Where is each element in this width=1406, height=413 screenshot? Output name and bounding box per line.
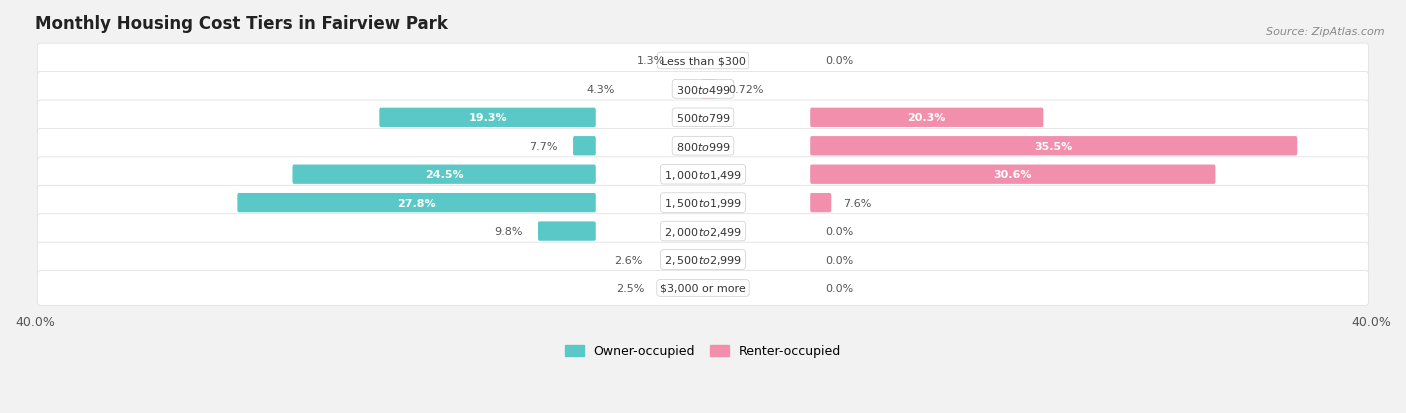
FancyBboxPatch shape	[38, 101, 1368, 135]
FancyBboxPatch shape	[810, 194, 831, 213]
FancyBboxPatch shape	[38, 72, 1368, 107]
Text: 19.3%: 19.3%	[468, 113, 506, 123]
Text: 0.0%: 0.0%	[825, 255, 853, 265]
Text: $2,000 to $2,499: $2,000 to $2,499	[664, 225, 742, 238]
Text: 30.6%: 30.6%	[994, 170, 1032, 180]
Text: 9.8%: 9.8%	[494, 226, 523, 237]
Legend: Owner-occupied, Renter-occupied: Owner-occupied, Renter-occupied	[560, 339, 846, 363]
Text: $1,500 to $1,999: $1,500 to $1,999	[664, 197, 742, 210]
FancyBboxPatch shape	[810, 165, 1215, 185]
Text: $300 to $499: $300 to $499	[675, 84, 731, 96]
Text: $2,500 to $2,999: $2,500 to $2,999	[664, 254, 742, 266]
FancyBboxPatch shape	[810, 137, 1298, 156]
Text: Monthly Housing Cost Tiers in Fairview Park: Monthly Housing Cost Tiers in Fairview P…	[35, 15, 449, 33]
Text: $500 to $799: $500 to $799	[675, 112, 731, 124]
FancyBboxPatch shape	[702, 80, 717, 99]
Text: $3,000 or more: $3,000 or more	[661, 283, 745, 293]
FancyBboxPatch shape	[292, 165, 596, 185]
FancyBboxPatch shape	[538, 222, 596, 241]
Text: 0.0%: 0.0%	[825, 283, 853, 293]
FancyBboxPatch shape	[38, 242, 1368, 277]
Text: $800 to $999: $800 to $999	[675, 140, 731, 152]
Text: 7.6%: 7.6%	[844, 198, 872, 208]
Text: 4.3%: 4.3%	[586, 85, 614, 95]
FancyBboxPatch shape	[380, 108, 596, 128]
Text: 2.5%: 2.5%	[616, 283, 644, 293]
Text: 2.6%: 2.6%	[614, 255, 643, 265]
FancyBboxPatch shape	[38, 214, 1368, 249]
FancyBboxPatch shape	[38, 129, 1368, 164]
FancyBboxPatch shape	[38, 44, 1368, 78]
Text: 27.8%: 27.8%	[398, 198, 436, 208]
Text: $1,000 to $1,499: $1,000 to $1,499	[664, 168, 742, 181]
FancyBboxPatch shape	[810, 108, 1043, 128]
FancyBboxPatch shape	[38, 186, 1368, 221]
Text: 0.72%: 0.72%	[728, 85, 763, 95]
Text: 0.0%: 0.0%	[825, 56, 853, 66]
Text: 20.3%: 20.3%	[908, 113, 946, 123]
Text: 7.7%: 7.7%	[529, 141, 558, 152]
FancyBboxPatch shape	[38, 271, 1368, 306]
FancyBboxPatch shape	[574, 137, 596, 156]
Text: 0.0%: 0.0%	[825, 226, 853, 237]
Text: 1.3%: 1.3%	[637, 56, 665, 66]
Text: Source: ZipAtlas.com: Source: ZipAtlas.com	[1267, 27, 1385, 37]
Text: Less than $300: Less than $300	[661, 56, 745, 66]
FancyBboxPatch shape	[38, 157, 1368, 192]
Text: 24.5%: 24.5%	[425, 170, 464, 180]
Text: 35.5%: 35.5%	[1035, 141, 1073, 152]
FancyBboxPatch shape	[238, 194, 596, 213]
